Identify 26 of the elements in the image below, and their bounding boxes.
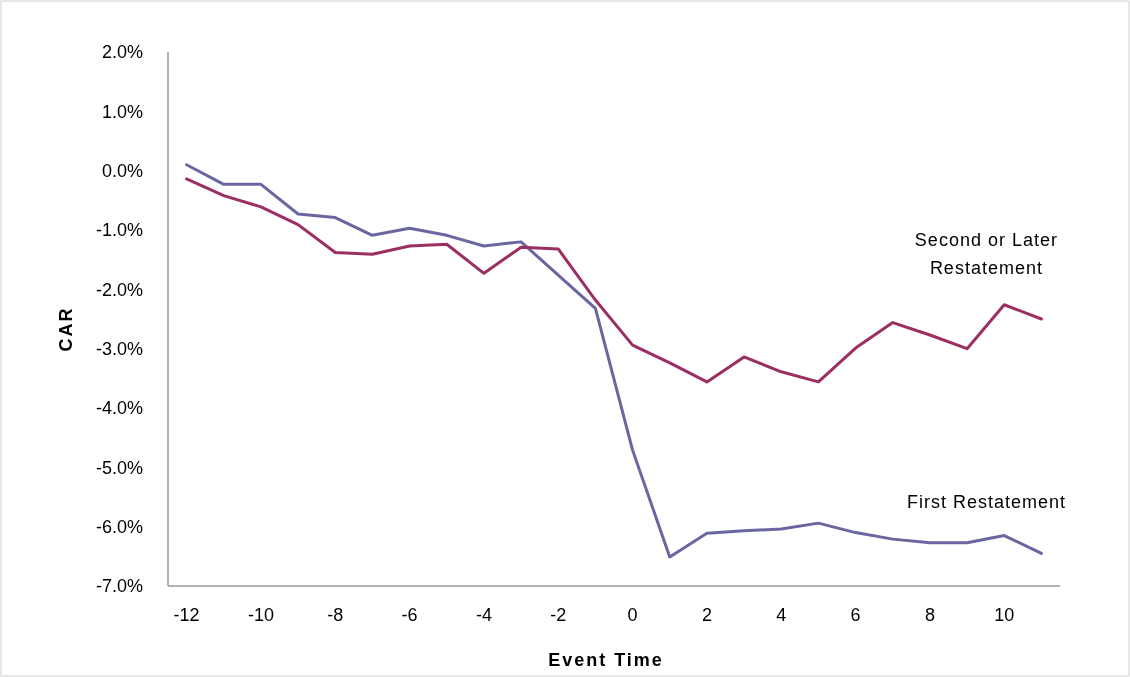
y-tick-label: -4.0% [95,398,143,419]
y-tick-label: -1.0% [95,220,143,241]
y-tick-label: -7.0% [95,576,143,597]
x-tick-label: 0 [627,605,638,625]
text: Second or Later Restatement [914,230,1058,278]
x-tick-label: -2 [550,605,567,625]
series-label: First Restatement [906,492,1066,513]
x-tick-label: -12 [173,605,200,625]
x-tick-label: 8 [924,605,935,625]
x-tick-label: 6 [850,605,861,625]
y-tick-label: 0.0% [101,160,143,181]
y-tick-label: 1.0% [101,101,143,122]
x-tick-label: -6 [401,605,418,625]
y-tick-label: 2.0% [101,42,143,63]
x-tick-label: -4 [475,605,492,625]
x-tick-label: 4 [776,605,787,625]
x-axis-title: Event Time [548,650,664,670]
y-tick-label: -3.0% [95,338,143,359]
x-tick-label: -8 [327,605,344,625]
y-tick-label: -6.0% [95,516,143,537]
y-tick-label: -2.0% [95,279,143,300]
x-tick-label: 2 [701,605,712,625]
y-tick-label: -5.0% [95,457,143,478]
x-tick-label: 10 [994,605,1015,625]
y-axis-title: CAR [56,306,76,352]
x-tick-label: -10 [247,605,274,625]
